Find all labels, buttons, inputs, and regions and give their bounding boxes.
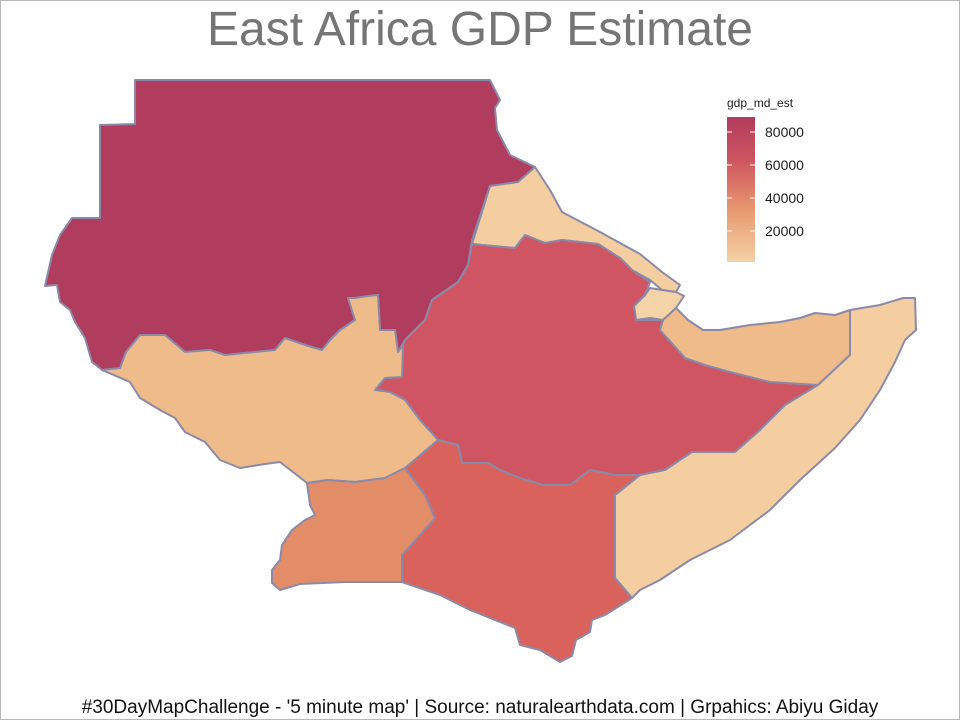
region-uganda[interactable] bbox=[271, 467, 436, 591]
legend-colorbar bbox=[727, 117, 755, 262]
map-caption: #30DayMapChallenge - '5 minute map' | So… bbox=[81, 697, 879, 718]
legend-label-80000: 80000 bbox=[765, 124, 804, 140]
region-somalia[interactable] bbox=[614, 297, 917, 599]
legend-label-60000: 60000 bbox=[765, 157, 804, 173]
legend-label-40000: 40000 bbox=[765, 190, 804, 206]
legend-title: gdp_md_est bbox=[727, 96, 794, 110]
legend-label-20000: 20000 bbox=[765, 223, 804, 239]
region-kenya[interactable] bbox=[401, 439, 641, 663]
map-title: East Africa GDP Estimate bbox=[207, 3, 753, 56]
region-south-sudan[interactable] bbox=[101, 294, 439, 484]
legend-ticks bbox=[727, 131, 755, 232]
region-somaliland[interactable] bbox=[659, 307, 851, 386]
